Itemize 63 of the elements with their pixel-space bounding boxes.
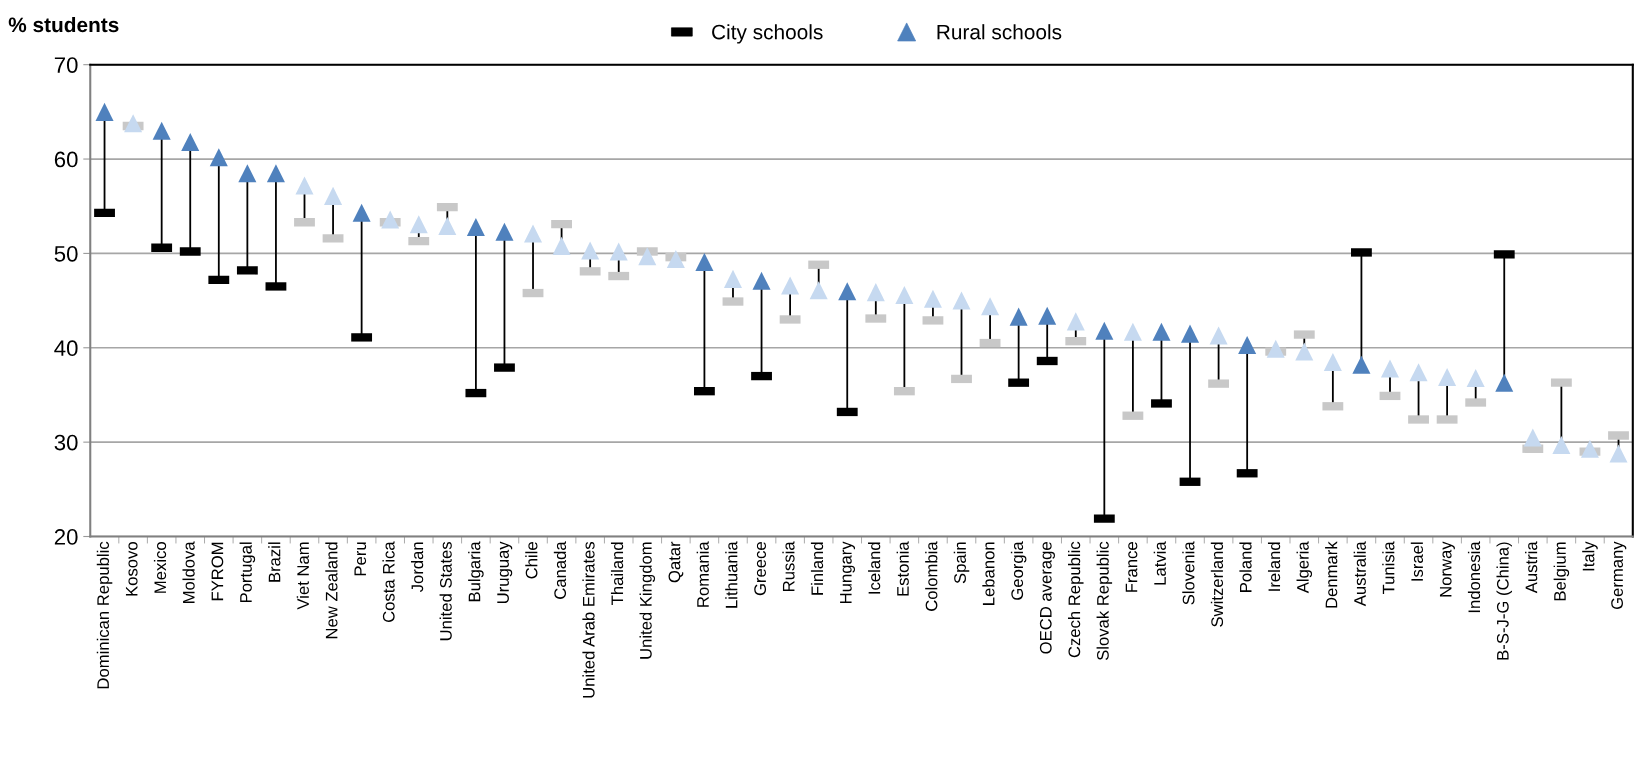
x-tick-label: Spain bbox=[953, 542, 970, 584]
x-tick-label: FYROM bbox=[211, 542, 224, 601]
x-tick-label: Norway bbox=[1439, 541, 1455, 597]
x-tick-label: United States bbox=[439, 541, 452, 641]
x-tick-label: Austria bbox=[1525, 541, 1538, 594]
x-tick-label: Hungary bbox=[840, 541, 856, 603]
x-tick-label: Romania bbox=[696, 541, 709, 607]
x-tick-label: Belgium bbox=[1553, 542, 1570, 601]
x-tick-label: Australia bbox=[1353, 541, 1366, 607]
x-tick-label: Poland bbox=[1239, 542, 1252, 592]
x-tick-label: Chile bbox=[525, 542, 538, 579]
x-tick-label: Peru bbox=[354, 542, 367, 576]
x-tick-label: Switzerland bbox=[1210, 542, 1224, 627]
x-tick-label: Algeria bbox=[1296, 541, 1313, 594]
x-tick-label: Latvia bbox=[1153, 541, 1166, 585]
legend-label: City schools bbox=[712, 24, 823, 44]
x-tick-label: Slovak Republic bbox=[1096, 541, 1113, 661]
x-tick-label: OECD average bbox=[1039, 542, 1055, 654]
x-tick-label: New Zealand bbox=[325, 542, 338, 639]
x-tick-label: Mexico bbox=[153, 542, 167, 593]
y-tick-label: 40 bbox=[54, 340, 78, 357]
x-tick-label: Costa Rica bbox=[382, 541, 395, 623]
x-tick-label: Viet Nam bbox=[296, 542, 309, 610]
x-tick-label: Georgia bbox=[1010, 541, 1027, 600]
x-tick-label: Iceland bbox=[868, 542, 881, 594]
x-tick-label: Russia bbox=[782, 541, 795, 591]
x-tick-label: Qatar bbox=[668, 541, 684, 583]
y-tick-label: 20 bbox=[54, 529, 78, 545]
x-tick-label: Uruguay bbox=[497, 541, 513, 604]
x-tick-label: Israel bbox=[1410, 542, 1424, 581]
x-tick-label: Lithuania bbox=[725, 541, 738, 608]
x-tick-label: Indonesia bbox=[1467, 541, 1481, 613]
x-tick-label: France bbox=[1125, 542, 1138, 592]
x-tick-label: Dominican Republic bbox=[96, 541, 113, 689]
x-tick-label: Denmark bbox=[1325, 541, 1338, 608]
y-tick-label: 30 bbox=[54, 434, 78, 451]
x-tick-label: Czech Republic bbox=[1068, 541, 1084, 658]
y-tick-label: 70 bbox=[54, 57, 78, 73]
x-tick-label: Germany bbox=[1611, 541, 1627, 610]
x-tick-label: United Arab Emirates bbox=[582, 541, 595, 698]
x-tick-label: Jordan bbox=[410, 542, 424, 593]
x-tick-label: Estonia bbox=[896, 541, 909, 596]
x-tick-label: Moldova bbox=[182, 541, 195, 603]
x-tick-label: Ireland bbox=[1267, 542, 1281, 591]
x-tick-label: Bulgaria bbox=[468, 541, 484, 602]
x-tick-label: United Kingdom bbox=[639, 542, 656, 659]
x-tick-label: Canada bbox=[553, 541, 567, 599]
x-tick-label: Kosovo bbox=[125, 542, 138, 596]
y-tick-label: 60 bbox=[54, 151, 78, 168]
x-tick-label: Thailand bbox=[610, 542, 624, 605]
y-axis-title: % students bbox=[8, 16, 119, 33]
y-tick-label: 50 bbox=[54, 245, 78, 262]
x-tick-label: Portugal bbox=[239, 542, 256, 603]
legend-label: Rural schools bbox=[937, 24, 1062, 40]
x-tick-label: Brazil bbox=[268, 542, 281, 582]
x-tick-label: B-S-J-G (China) bbox=[1496, 542, 1513, 660]
x-tick-label: Greece bbox=[754, 542, 767, 596]
x-tick-label: Tunisia bbox=[1382, 541, 1395, 595]
x-tick-label: Italy bbox=[1582, 541, 1598, 571]
x-tick-label: Colombia bbox=[925, 541, 938, 611]
x-tick-label: Lebanon bbox=[982, 542, 995, 605]
x-tick-label: Finland bbox=[810, 542, 824, 595]
x-tick-label: Slovenia bbox=[1182, 541, 1195, 605]
